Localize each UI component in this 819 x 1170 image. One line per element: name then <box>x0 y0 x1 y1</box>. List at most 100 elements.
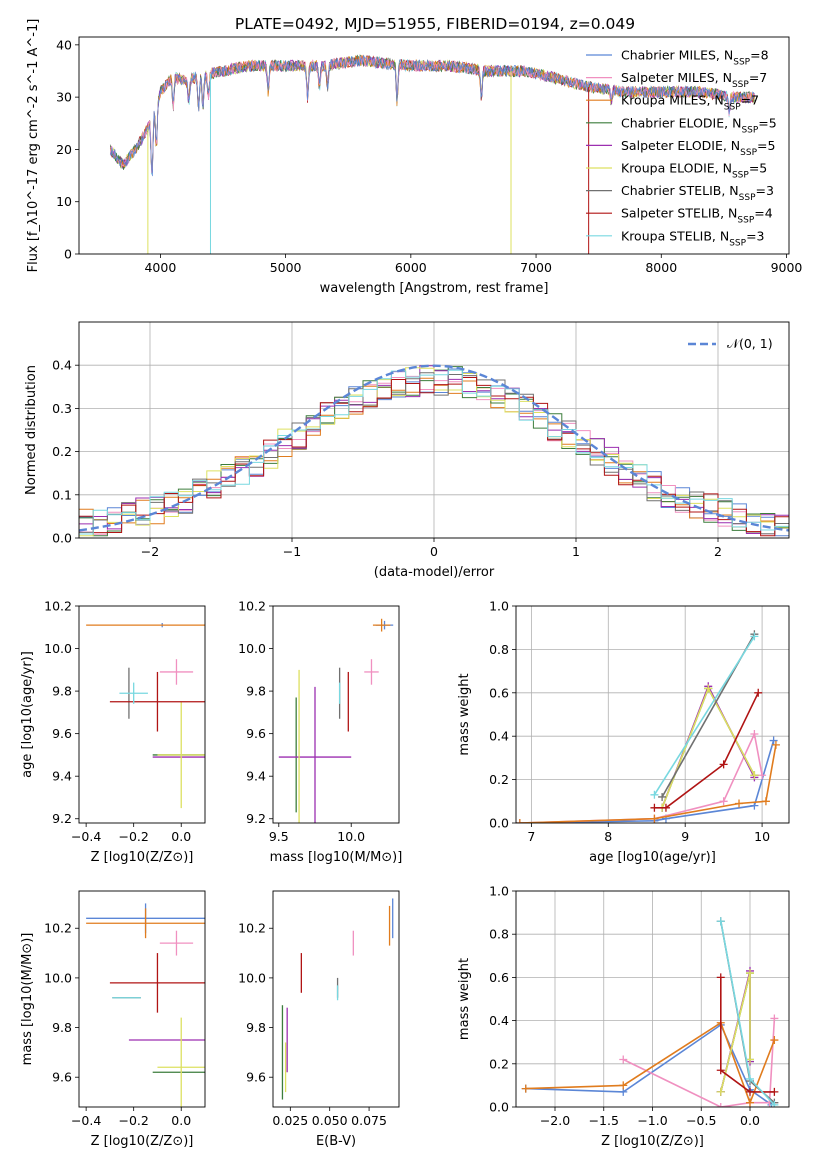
axes-frame <box>78 321 790 539</box>
x-tick-label: 0.0 <box>171 1113 191 1128</box>
x-tick-label: −2 <box>141 544 159 559</box>
x-axis-label: E(B-V) <box>316 1134 356 1149</box>
x-tick-label: 0.0 <box>171 829 191 844</box>
y-tick-label: 9.6 <box>246 1070 266 1085</box>
y-axis-label: Flux [f_λ10^-17 erg cm^-2 s^-1 A^-1] <box>26 19 41 273</box>
y-tick-label: 9.8 <box>52 684 72 699</box>
x-tick-label: 7000 <box>520 260 552 275</box>
weight-marker <box>619 1081 628 1090</box>
figure-title: PLATE=0492, MJD=51955, FIBERID=0194, z=0… <box>235 15 635 33</box>
x-tick-label: 0.0 <box>740 1113 760 1128</box>
weight-marker <box>716 917 725 926</box>
y-axis-label: Normed distribution <box>24 365 39 495</box>
y-tick-label: 9.8 <box>246 1020 266 1035</box>
panel-weight-vs-age: 7 8 9 10 0.0 0.2 0.4 0.6 0.8 1.0 age [log10(age/yr… <box>457 599 790 865</box>
weight-marker <box>661 803 670 812</box>
weight-line <box>519 740 775 823</box>
legend-entry: Kroupa ELODIE, NSSP=5 <box>621 161 767 181</box>
weight-marker <box>769 736 778 745</box>
x-tick-label: 9000 <box>771 260 803 275</box>
legend-count: =5 <box>749 161 767 176</box>
x-tick-label: 4000 <box>144 260 176 275</box>
legend-count: =5 <box>757 138 775 153</box>
y-tick-label: 0.2 <box>489 772 509 787</box>
x-tick-label: 0.075 <box>351 1113 387 1128</box>
x-axis-label: (data-model)/error <box>374 565 495 580</box>
y-tick-label: 0.6 <box>489 685 509 700</box>
y-tick-label: 9.8 <box>52 1020 72 1035</box>
legend-subscript: SSP <box>729 238 746 248</box>
weight-line <box>661 686 756 809</box>
weight-line <box>653 635 756 796</box>
weight-marker <box>770 1036 779 1045</box>
legend-entry: Salpeter MILES, NSSP=7 <box>621 70 767 90</box>
weight-marker <box>746 1087 754 1096</box>
y-tick-label: 9.6 <box>52 726 72 741</box>
y-tick-label: 0.0 <box>489 816 509 831</box>
y-tick-label: 9.4 <box>52 769 72 784</box>
x-tick-label: 6000 <box>395 260 427 275</box>
x-axis-label: wavelength [Angstrom, rest frame] <box>320 281 549 296</box>
y-tick-label: 0.8 <box>489 927 509 942</box>
y-tick-label: 9.8 <box>246 684 266 699</box>
legend-count: =8 <box>750 48 768 63</box>
panel-spectrum: 4000 5000 6000 7000 8000 9000 0 10 20 30 40 wavelen… <box>26 19 802 296</box>
axes-frame <box>78 36 790 255</box>
y-tick-label: 0.8 <box>489 642 509 657</box>
y-tick-label: 1.0 <box>489 599 509 614</box>
axes-frame <box>78 890 206 1108</box>
plot-area-weight-vs-age <box>516 630 780 823</box>
x-axis-label: mass [log10(M/M⊙)] <box>270 850 403 865</box>
legend-subscript: SSP <box>732 171 749 181</box>
panel-residuals: −2 −1 0 1 2 0.0 0.1 0.2 0.3 0.4 (data-model)/error… <box>24 321 790 580</box>
y-tick-label: 0.2 <box>489 1056 509 1071</box>
y-tick-label: 10.2 <box>44 599 72 614</box>
legend-count: =5 <box>758 115 776 130</box>
axes-frame <box>272 605 400 824</box>
y-tick-label: 0.2 <box>52 444 72 459</box>
y-tick-label: 10.0 <box>44 970 72 985</box>
y-axis-label: mass weight <box>457 673 472 755</box>
y-tick-label: 10.2 <box>44 921 72 936</box>
weight-marker <box>650 790 659 799</box>
legend-count: =3 <box>756 183 774 198</box>
x-tick-label: −1 <box>283 544 301 559</box>
y-tick-label: 9.4 <box>246 769 266 784</box>
panel-mass-vs-Z: −0.4 −0.2 0.0 9.6 9.8 10.0 10.2 Z [log10(Z/Z⊙)]… <box>20 890 206 1149</box>
panel-weight-vs-Z: −2.0 −1.5 −1.0 −0.5 0.0 0.0 0.2 0.4 0.6 0.8 1.0 Z [… <box>457 884 790 1149</box>
x-tick-label: 9 <box>681 829 689 844</box>
axes-frame <box>272 890 400 1108</box>
weight-line <box>519 744 777 823</box>
plot-area-mass-vs-Z <box>86 903 205 1107</box>
y-tick-label: 0 <box>64 247 72 262</box>
weight-marker <box>746 1098 754 1107</box>
y-tick-label: 10.2 <box>238 599 266 614</box>
y-axis-label: mass [log10(M/M⊙)] <box>20 933 35 1066</box>
panel-age-vs-mass: 9.5 10.0 9.2 9.4 9.6 9.8 10.0 10.2 mass [log10(M… <box>238 599 402 866</box>
y-tick-label: 0.4 <box>489 729 509 744</box>
y-tick-label: 0.1 <box>52 487 72 502</box>
x-tick-label: 0.050 <box>312 1113 348 1128</box>
weight-marker <box>750 771 759 780</box>
y-tick-label: 40 <box>56 37 72 52</box>
plot-area-age-vs-Z <box>86 623 205 809</box>
legend-count: =7 <box>749 70 767 85</box>
weight-marker <box>750 730 759 739</box>
axes-frame <box>515 890 790 1108</box>
spectrum-line <box>109 55 755 177</box>
x-tick-label: 10 <box>754 829 770 844</box>
y-tick-label: 9.2 <box>52 811 72 826</box>
x-axis-label: age [log10(age/yr)] <box>589 850 716 865</box>
y-tick-label: 1.0 <box>489 884 509 899</box>
panel-age-vs-Z: −0.4 −0.2 0.0 9.2 9.4 9.6 9.8 10.0 10.2 Z [log10(… <box>20 599 206 865</box>
weight-marker <box>770 1087 779 1096</box>
y-tick-label: 20 <box>56 142 72 157</box>
y-tick-label: 30 <box>56 90 72 105</box>
weight-marker <box>750 632 759 641</box>
weight-marker <box>719 760 728 769</box>
x-tick-label: 7 <box>527 829 535 844</box>
x-tick-label: 2 <box>714 544 722 559</box>
x-tick-label: −0.5 <box>686 1113 716 1128</box>
normal-curve <box>79 364 789 532</box>
